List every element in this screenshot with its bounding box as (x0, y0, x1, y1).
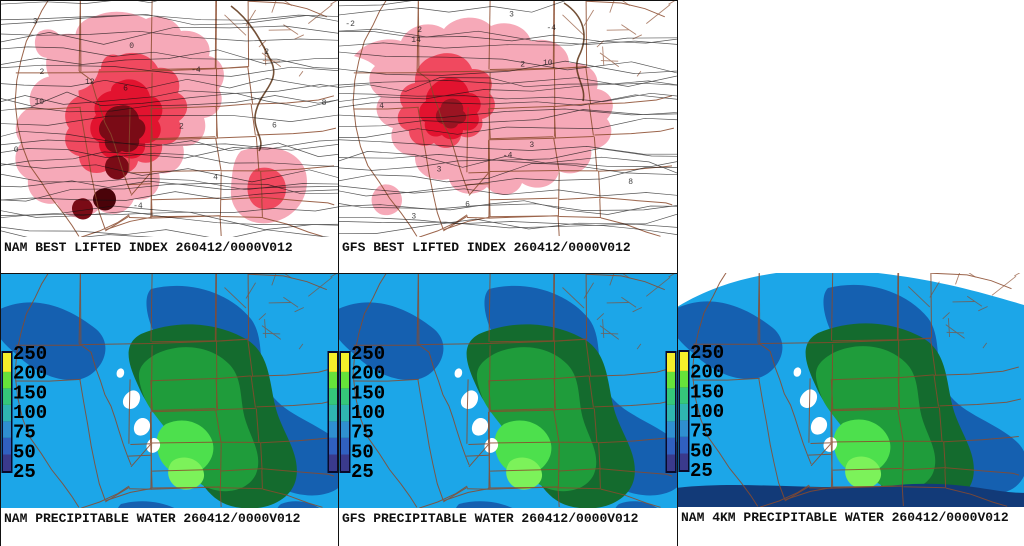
svg-text:150: 150 (690, 381, 724, 403)
svg-text:150: 150 (13, 382, 47, 404)
svg-text:2: 2 (520, 60, 525, 69)
svg-text:25: 25 (13, 461, 36, 483)
svg-text:0: 0 (14, 146, 19, 155)
svg-text:25: 25 (351, 461, 374, 483)
svg-text:2: 2 (417, 26, 422, 35)
svg-text:6: 6 (123, 84, 128, 93)
svg-text:10: 10 (543, 59, 553, 68)
svg-text:6: 6 (272, 122, 277, 131)
svg-text:10: 10 (35, 98, 45, 107)
svg-text:2: 2 (264, 48, 269, 57)
svg-text:250: 250 (351, 343, 385, 365)
svg-text:0: 0 (129, 42, 134, 51)
svg-text:6: 6 (465, 201, 470, 210)
svg-text:-4: -4 (191, 66, 201, 75)
svg-text:-4: -4 (503, 152, 513, 161)
svg-text:25: 25 (690, 460, 713, 482)
svg-text:2: 2 (40, 68, 45, 77)
svg-text:3: 3 (33, 18, 38, 27)
svg-text:12: 12 (85, 78, 95, 87)
svg-text:250: 250 (13, 343, 47, 365)
svg-text:50: 50 (351, 441, 374, 463)
svg-text:3: 3 (529, 141, 534, 150)
svg-text:4: 4 (213, 174, 218, 183)
svg-text:3: 3 (411, 213, 416, 222)
svg-text:100: 100 (13, 402, 47, 424)
svg-text:150: 150 (351, 382, 385, 404)
svg-text:-4: -4 (133, 202, 143, 211)
svg-text:100: 100 (690, 401, 724, 423)
svg-text:8: 8 (322, 99, 327, 108)
svg-text:3: 3 (437, 166, 442, 175)
svg-text:100: 100 (351, 402, 385, 424)
svg-text:14: 14 (411, 36, 421, 45)
svg-text:8: 8 (628, 178, 633, 187)
svg-text:-2: -2 (345, 20, 355, 29)
svg-text:250: 250 (690, 342, 724, 364)
svg-text:2: 2 (179, 123, 184, 132)
svg-text:50: 50 (690, 440, 713, 462)
svg-text:4: 4 (379, 102, 384, 111)
svg-text:-4: -4 (547, 24, 557, 33)
svg-text:50: 50 (13, 441, 36, 463)
svg-text:3: 3 (509, 11, 514, 20)
